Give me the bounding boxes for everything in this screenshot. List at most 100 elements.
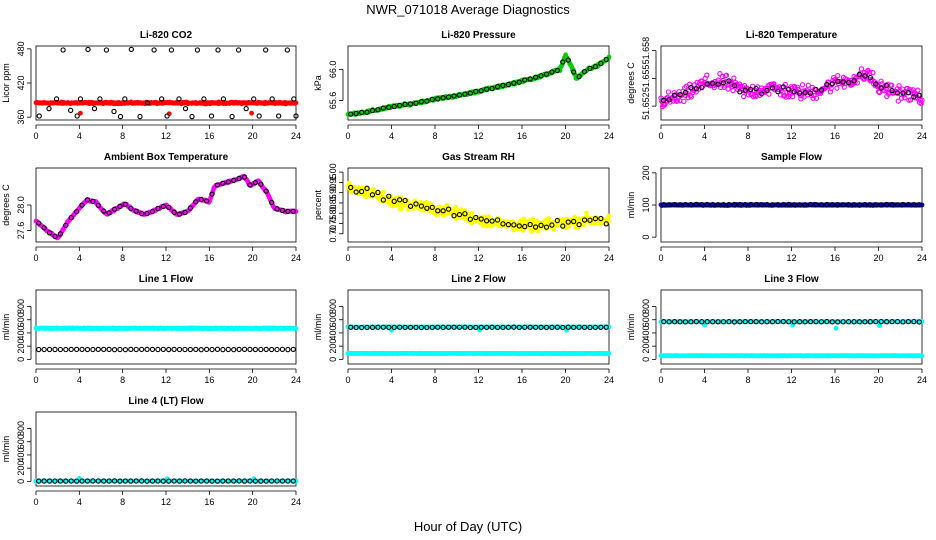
data-point — [198, 196, 204, 203]
data-point — [802, 319, 808, 325]
y-tick-label: 0.80 — [328, 204, 338, 222]
data-point — [151, 47, 157, 53]
data-point — [769, 85, 776, 91]
data-point — [241, 346, 248, 352]
x-tick-label: 8 — [120, 131, 125, 141]
series-hourly — [36, 46, 299, 120]
y-axis-label: ml/min — [626, 192, 636, 219]
data-point — [106, 346, 112, 353]
data-point — [748, 318, 754, 325]
x-tick-label: 24 — [291, 131, 301, 141]
data-point — [122, 346, 129, 353]
data-point — [101, 346, 107, 353]
data-point — [549, 222, 555, 228]
data-point — [560, 223, 566, 229]
data-point — [467, 216, 473, 222]
x-tick-label: 20 — [873, 375, 883, 385]
data-point — [451, 324, 457, 330]
data-point — [813, 201, 819, 208]
data-point — [856, 202, 863, 208]
data-point — [111, 346, 118, 353]
data-point — [456, 324, 463, 330]
data-point — [682, 202, 689, 208]
data-point — [535, 228, 541, 234]
chart-title: Line 3 Flow — [764, 274, 819, 285]
data-point — [494, 84, 501, 90]
data-point — [73, 346, 80, 353]
plot-frame — [660, 289, 923, 365]
data-point — [677, 91, 683, 98]
data-point — [710, 201, 716, 208]
data-point — [576, 73, 582, 80]
y-axis-label: degrees C — [626, 62, 636, 104]
series-raw — [345, 180, 612, 235]
data-point — [907, 97, 914, 103]
data-point — [527, 221, 533, 228]
chart-title: Line 1 Flow — [139, 274, 194, 285]
y-tick-label: 200 — [641, 165, 651, 180]
y-tick-label: 400 — [16, 447, 26, 462]
data-point — [106, 210, 112, 216]
data-point — [900, 90, 906, 96]
data-point — [285, 346, 291, 353]
data-point — [290, 478, 296, 484]
x-tick-label: 8 — [432, 253, 437, 263]
data-point — [748, 86, 754, 93]
y-axis-label: kPa — [313, 75, 323, 91]
data-point — [797, 202, 803, 208]
data-point — [532, 324, 539, 330]
data-point — [53, 96, 60, 102]
data-point — [198, 347, 204, 353]
data-point — [592, 324, 599, 330]
data-point — [77, 96, 84, 102]
data-point — [375, 107, 381, 113]
data-point — [46, 346, 53, 353]
data-point — [522, 324, 528, 330]
data-point — [194, 47, 201, 53]
data-point — [566, 224, 571, 229]
data-point — [155, 478, 161, 484]
data-point — [402, 197, 408, 204]
x-tick-label: 16 — [204, 375, 214, 385]
data-point — [870, 69, 876, 76]
data-point — [710, 319, 716, 325]
data-point — [873, 318, 879, 325]
data-point — [68, 107, 74, 113]
data-point — [284, 47, 290, 53]
data-point — [164, 476, 170, 482]
data-point — [592, 216, 599, 222]
data-point — [731, 75, 737, 81]
data-point — [111, 478, 118, 484]
x-tick-label: 0 — [345, 375, 350, 385]
x-axis: 0 4 8 12 16 20 24 — [658, 124, 927, 141]
data-point — [203, 478, 210, 484]
x-tick-label: 4 — [77, 375, 82, 385]
data-point — [346, 180, 352, 186]
y-tick-label: 28.0 — [16, 196, 26, 214]
data-point — [101, 208, 107, 214]
data-point — [606, 350, 612, 356]
data-point — [818, 202, 825, 208]
data-point — [862, 319, 868, 325]
data-point — [851, 78, 857, 84]
data-point — [128, 205, 134, 212]
x-axis: 0 4 8 12 16 20 24 — [345, 246, 614, 263]
data-point — [605, 219, 611, 225]
data-point — [845, 319, 852, 325]
data-point — [117, 478, 123, 484]
data-point — [122, 478, 129, 484]
data-point — [797, 90, 803, 96]
chart-line1: Line 1 Flow ml/min 0 4 8 12 16 20 24 0 20040060080… — [1, 274, 301, 385]
data-point — [905, 318, 912, 325]
data-point — [905, 201, 912, 208]
data-point — [159, 96, 165, 102]
data-point — [160, 346, 166, 353]
y-tick-label: 0.90 — [328, 184, 338, 202]
data-point — [571, 218, 577, 225]
data-point — [833, 325, 839, 331]
data-point — [742, 87, 748, 93]
data-point — [111, 108, 117, 115]
data-point — [603, 221, 609, 227]
data-point — [41, 225, 47, 231]
